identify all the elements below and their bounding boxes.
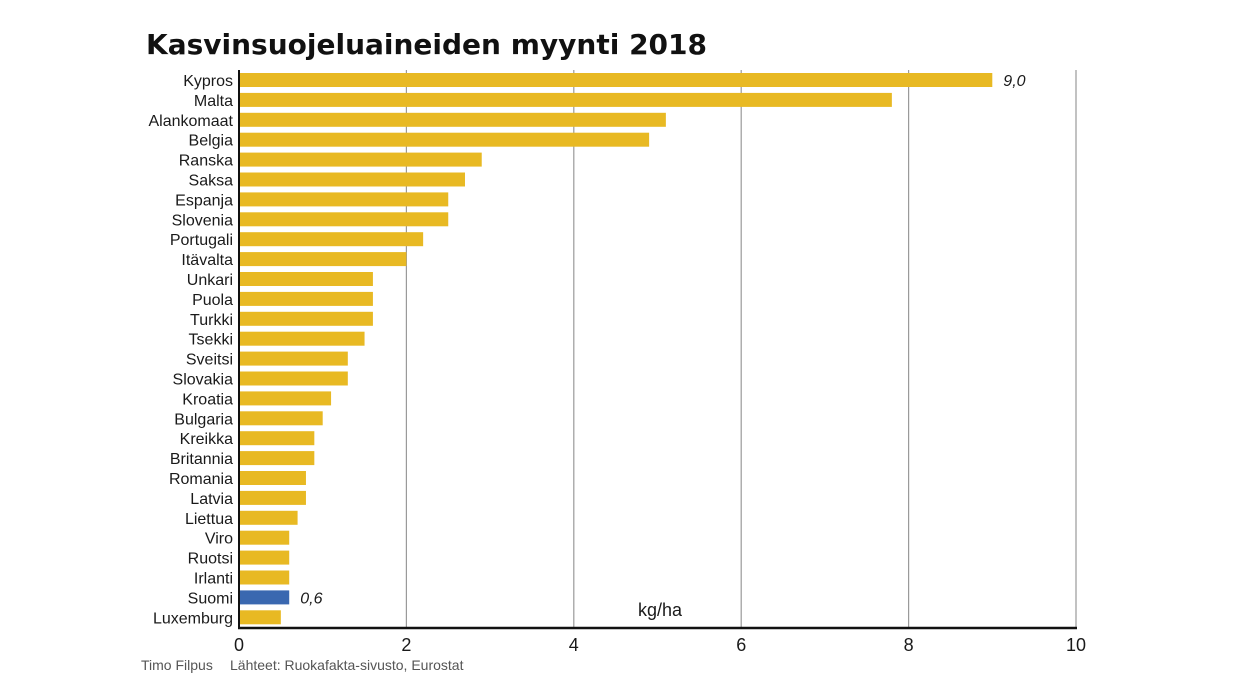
category-label: Irlanti bbox=[194, 571, 233, 588]
bar bbox=[240, 431, 315, 446]
bar bbox=[240, 192, 449, 207]
bar bbox=[240, 212, 449, 227]
bar bbox=[240, 530, 290, 545]
category-label: Luxemburg bbox=[153, 610, 233, 627]
category-label: Britannia bbox=[170, 451, 233, 468]
bar bbox=[240, 172, 465, 187]
bar bbox=[240, 411, 323, 426]
data-label: 0,6 bbox=[300, 590, 322, 607]
category-label: Liettua bbox=[185, 511, 233, 528]
category-label: Unkari bbox=[187, 272, 233, 289]
bar bbox=[240, 152, 482, 167]
x-tick-label: 10 bbox=[1066, 635, 1086, 655]
category-label: Alankomaat bbox=[149, 113, 234, 130]
category-labels: Kypros Malta Alankomaat Belgia Ranska Saksa Es… bbox=[149, 73, 234, 627]
bar bbox=[240, 232, 424, 247]
chart-title: Kasvinsuojeluaineiden myynti 2018 bbox=[146, 28, 707, 61]
category-label: Viro bbox=[205, 531, 233, 548]
category-label: Ranska bbox=[179, 153, 233, 170]
bar bbox=[240, 351, 348, 366]
bar bbox=[240, 272, 373, 286]
bar bbox=[240, 471, 306, 485]
category-label: Ruotsi bbox=[188, 551, 233, 568]
bar bbox=[240, 331, 365, 346]
bar bbox=[240, 112, 666, 127]
footer-author: Timo Filpus bbox=[141, 657, 213, 673]
category-label: Portugali bbox=[170, 232, 233, 249]
category-label: Slovenia bbox=[172, 212, 233, 229]
x-tick-label: 0 bbox=[234, 635, 244, 655]
bar bbox=[240, 590, 290, 605]
bar bbox=[240, 73, 993, 87]
category-label: Suomi bbox=[188, 590, 233, 607]
bars bbox=[240, 73, 993, 625]
gridlines bbox=[405, 70, 1077, 628]
bar bbox=[240, 490, 306, 505]
x-tick-label: 8 bbox=[904, 635, 914, 655]
category-label: Sveitsi bbox=[186, 352, 233, 369]
category-label: Romania bbox=[169, 471, 233, 488]
bar bbox=[240, 570, 290, 585]
footer-sources: Lähteet: Ruokafakta-sivusto, Eurostat bbox=[230, 657, 464, 673]
bar bbox=[240, 252, 407, 267]
bar bbox=[240, 391, 332, 406]
category-label: Itävalta bbox=[181, 252, 233, 269]
category-label: Kroatia bbox=[182, 391, 233, 408]
x-tick-label: 6 bbox=[736, 635, 746, 655]
x-tick-labels: 0 2 4 6 8 10 bbox=[234, 635, 1086, 655]
bar bbox=[240, 510, 298, 525]
category-label: Puola bbox=[192, 292, 233, 309]
bar bbox=[240, 92, 892, 107]
category-label: Tsekki bbox=[189, 332, 233, 349]
category-label: Kreikka bbox=[180, 431, 233, 448]
bar bbox=[240, 550, 290, 565]
bar bbox=[240, 371, 348, 386]
category-label: Espanja bbox=[175, 192, 233, 209]
category-label: Saksa bbox=[189, 173, 234, 190]
bar bbox=[240, 291, 373, 306]
data-label: 9,0 bbox=[1003, 73, 1025, 90]
category-label: Latvia bbox=[190, 491, 233, 508]
x-tick-label: 4 bbox=[569, 635, 579, 655]
data-labels: 9,0 0,6 bbox=[300, 73, 1025, 607]
category-label: Slovakia bbox=[173, 372, 234, 389]
category-label: Turkki bbox=[190, 312, 233, 329]
category-label: Bulgaria bbox=[174, 411, 233, 428]
category-label: Belgia bbox=[189, 133, 234, 150]
x-tick-label: 2 bbox=[401, 635, 411, 655]
bar bbox=[240, 610, 281, 625]
category-label: Malta bbox=[194, 93, 233, 110]
bar bbox=[240, 451, 315, 466]
bar bbox=[240, 311, 373, 326]
bar bbox=[240, 132, 650, 147]
category-label: Kypros bbox=[183, 73, 233, 90]
unit-label: kg/ha bbox=[638, 600, 683, 620]
